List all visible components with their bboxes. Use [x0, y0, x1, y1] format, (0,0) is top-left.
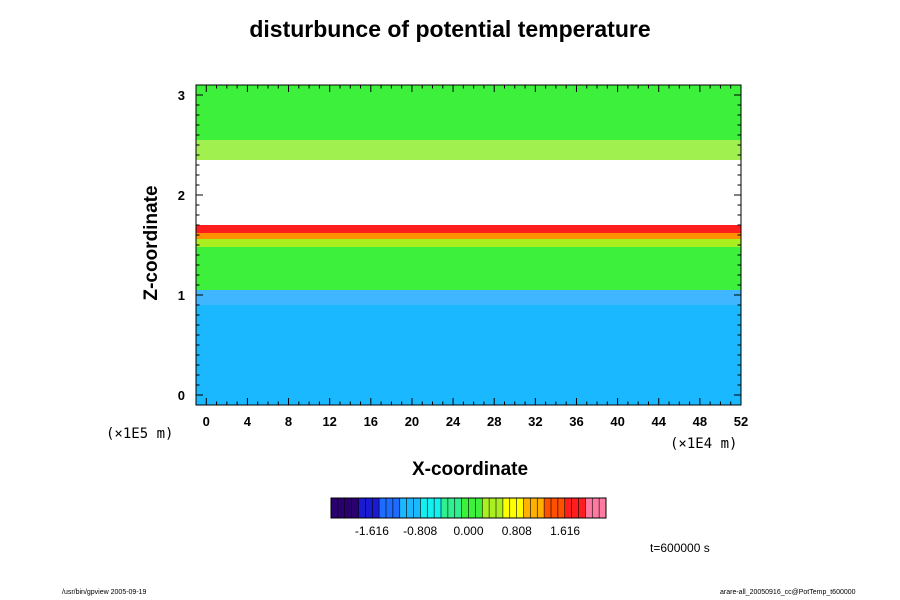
colorbar-cell [427, 498, 435, 518]
colorbar-cell [496, 498, 504, 518]
colorbar-cell [392, 498, 401, 518]
colorbar-cell [344, 498, 353, 518]
heatmap-band [196, 140, 741, 160]
colorbar-cell [475, 498, 483, 518]
colorbar-cell [537, 498, 545, 518]
y-tick-label: 1 [178, 288, 185, 303]
colorbar-cell [544, 498, 552, 518]
colorbar-frame [330, 497, 607, 519]
colorbar-cell [557, 498, 566, 518]
colorbar-cell [585, 498, 593, 518]
heatmap-band [196, 290, 741, 305]
y-axis-label: Z-coordinate [141, 185, 162, 301]
y-tick-label: 3 [178, 88, 185, 103]
colorbar-cell [331, 498, 339, 518]
x-tick-label: 0 [203, 414, 210, 429]
colorbar-cell [509, 498, 518, 518]
colorbar-cell [337, 498, 346, 518]
x-tick-label: 32 [528, 414, 542, 429]
colorbar-cell [454, 498, 463, 518]
colorbar-cell [530, 498, 538, 518]
x-unit-label: (×1E4 m) [670, 436, 738, 452]
x-tick-label: 24 [446, 414, 461, 429]
colorbar-cell [441, 498, 449, 518]
colorbar-tick-label: 1.616 [550, 524, 580, 538]
footer-right-text: arare-all_20050916_cc@PotTemp_t600000 [720, 589, 856, 596]
y-unit-label: (×1E5 m) [106, 426, 174, 442]
x-tick-label: 4 [244, 414, 252, 429]
colorbar-cell [489, 498, 497, 518]
x-tick-label: 16 [364, 414, 378, 429]
colorbar-tick-label: -1.616 [355, 524, 389, 538]
y-tick-label: 2 [178, 188, 185, 203]
colorbar-cell [406, 498, 414, 518]
colorbar-cell [372, 498, 380, 518]
heatmap-band [196, 305, 741, 405]
colorbar-tick-label: -0.808 [403, 524, 437, 538]
x-tick-label: 12 [322, 414, 336, 429]
colorbar-cell [551, 498, 559, 518]
chart-title: disturbunce of potential temperature [249, 16, 651, 42]
colorbar-cell [379, 498, 387, 518]
colorbar-cell [365, 498, 373, 518]
x-tick-label: 8 [285, 414, 292, 429]
colorbar-cell [599, 498, 607, 518]
x-tick-label: 52 [734, 414, 748, 429]
colorbar-cell [447, 498, 456, 518]
x-tick-label: 28 [487, 414, 501, 429]
colorbar-cell [592, 498, 600, 518]
colorbar-cell [516, 498, 524, 518]
colorbar-cell [351, 498, 359, 518]
colorbar-cell [461, 498, 469, 518]
heatmap-band [196, 160, 741, 225]
heatmap-band [196, 85, 741, 140]
x-tick-label: 20 [405, 414, 419, 429]
colorbar-cell [564, 498, 573, 518]
colorbar-cell [571, 498, 579, 518]
heatmap-band [196, 239, 741, 247]
colorbar-cell [468, 498, 476, 518]
x-axis-label: X-coordinate [411, 459, 529, 480]
footer-left-text: /usr/bin/gpview 2005-09-19 [62, 589, 147, 596]
y-tick-label: 0 [178, 388, 185, 403]
colorbar-cell [502, 498, 511, 518]
colorbar-tick-label: 0.000 [453, 524, 483, 538]
colorbar-cell [413, 498, 421, 518]
colorbar-tick-label: 0.808 [502, 524, 532, 538]
heatmap-band [196, 233, 741, 239]
heatmap-band [196, 225, 741, 233]
colorbar-cell [386, 498, 394, 518]
colorbar-cell [358, 498, 366, 518]
colorbar-cell [420, 498, 428, 518]
colorbar-cell [482, 498, 490, 518]
heatmap-band [196, 247, 741, 290]
time-label: t=600000 s [650, 541, 710, 555]
x-tick-label: 48 [693, 414, 707, 429]
x-tick-label: 36 [569, 414, 583, 429]
colorbar-cell [434, 498, 442, 518]
colorbar-cell [578, 498, 586, 518]
colorbar-cell [399, 498, 408, 518]
colorbar-cell [523, 498, 531, 518]
x-tick-label: 44 [652, 414, 667, 429]
x-tick-label: 40 [610, 414, 624, 429]
